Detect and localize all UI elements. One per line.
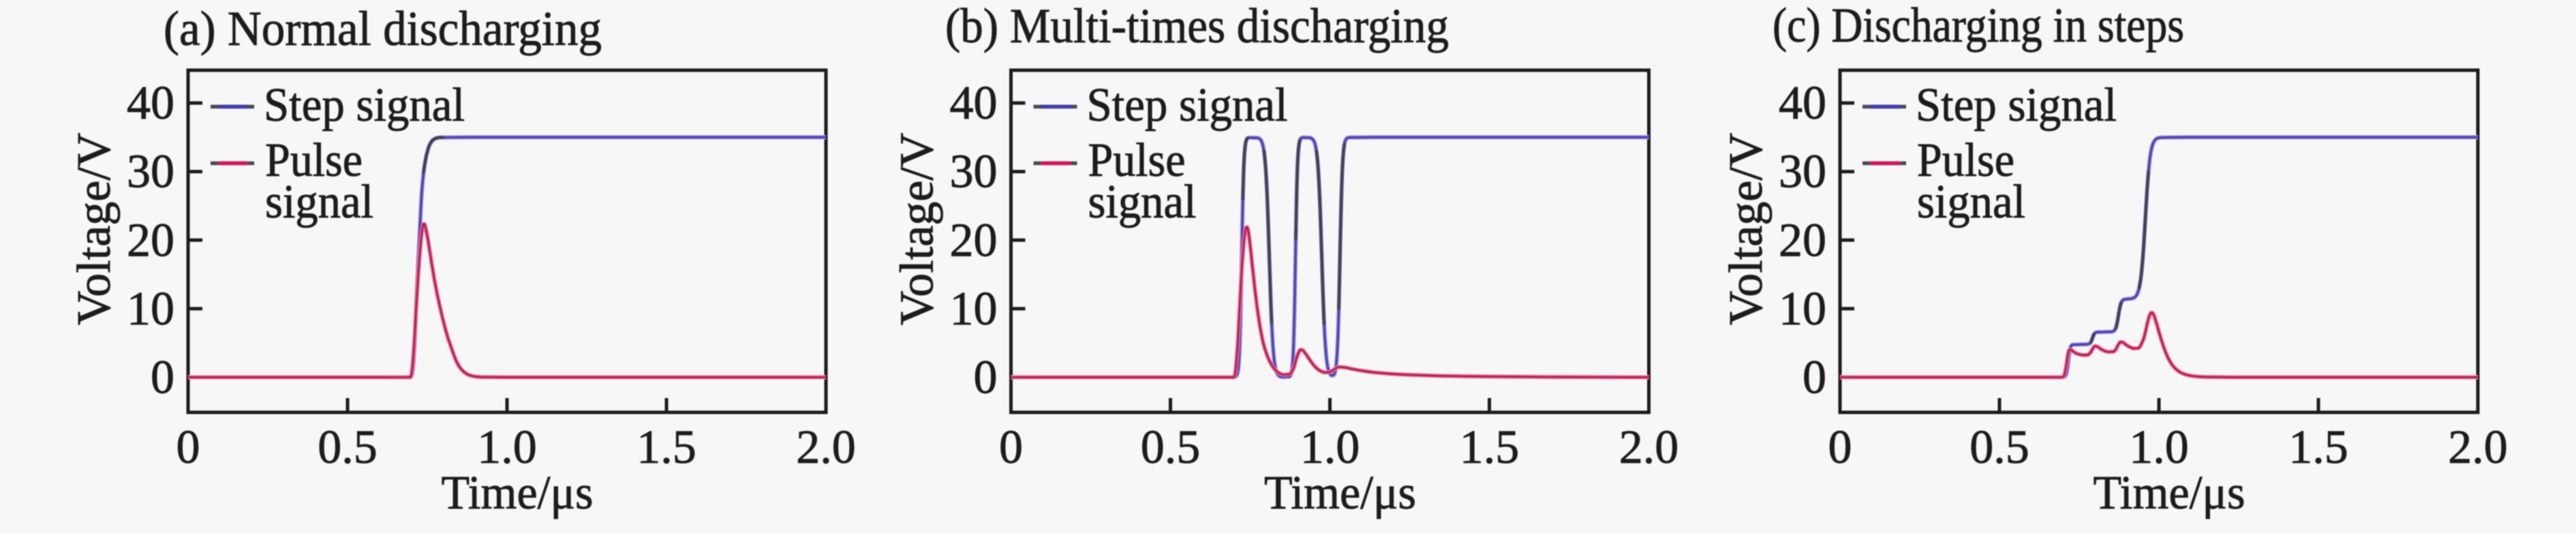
svg-text:1.5: 1.5: [2288, 421, 2348, 474]
svg-text:Time/μs: Time/μs: [1264, 467, 1416, 519]
svg-text:40: 40: [950, 77, 998, 130]
svg-text:40: 40: [1779, 77, 1826, 130]
svg-text:Step signal: Step signal: [264, 79, 465, 132]
svg-text:0: 0: [177, 421, 200, 474]
svg-text:Pulse: Pulse: [1088, 134, 1186, 187]
svg-text:signal: signal: [265, 176, 373, 228]
svg-text:10: 10: [1779, 283, 1826, 335]
svg-text:Step signal: Step signal: [1916, 79, 2117, 132]
svg-text:30: 30: [1779, 146, 1826, 198]
svg-text:0: 0: [1828, 421, 1852, 474]
svg-text:0: 0: [151, 352, 174, 404]
svg-text:2.0: 2.0: [1619, 421, 1679, 474]
svg-text:1.0: 1.0: [2129, 421, 2189, 474]
svg-text:signal: signal: [1917, 176, 2025, 228]
svg-text:2.0: 2.0: [796, 421, 856, 474]
svg-text:(b) Multi-times discharging: (b) Multi-times discharging: [945, 0, 1449, 53]
svg-text:Pulse: Pulse: [265, 134, 363, 187]
svg-text:10: 10: [950, 283, 998, 335]
svg-text:30: 30: [127, 146, 174, 198]
svg-text:0.5: 0.5: [318, 421, 378, 474]
svg-text:signal: signal: [1088, 176, 1197, 228]
svg-text:20: 20: [950, 214, 998, 266]
svg-text:(c) Discharging in steps: (c) Discharging in steps: [1773, 0, 2184, 52]
svg-text:Step signal: Step signal: [1087, 79, 1288, 132]
svg-text:1.5: 1.5: [1460, 421, 1520, 474]
svg-text:0.5: 0.5: [1969, 421, 2029, 474]
svg-text:10: 10: [127, 283, 174, 335]
svg-text:1.0: 1.0: [477, 421, 537, 474]
svg-text:Time/μs: Time/μs: [442, 467, 594, 519]
svg-text:0: 0: [1803, 352, 1826, 404]
svg-text:(a) Normal discharging: (a) Normal discharging: [164, 1, 602, 56]
svg-text:Voltage/V: Voltage/V: [68, 133, 121, 326]
svg-text:Voltage/V: Voltage/V: [891, 133, 944, 326]
svg-text:2.0: 2.0: [2448, 421, 2508, 474]
svg-text:Pulse: Pulse: [1917, 134, 2014, 187]
svg-text:Voltage/V: Voltage/V: [1720, 133, 1773, 326]
svg-text:Time/μs: Time/μs: [2094, 467, 2245, 519]
svg-text:1.5: 1.5: [637, 421, 696, 474]
svg-text:0.5: 0.5: [1141, 421, 1201, 474]
svg-text:0: 0: [999, 421, 1023, 474]
svg-text:1.0: 1.0: [1300, 421, 1360, 474]
svg-text:0: 0: [974, 352, 998, 404]
svg-text:30: 30: [950, 146, 998, 198]
svg-text:20: 20: [1779, 214, 1826, 266]
svg-text:20: 20: [127, 214, 174, 266]
svg-text:40: 40: [127, 77, 174, 130]
